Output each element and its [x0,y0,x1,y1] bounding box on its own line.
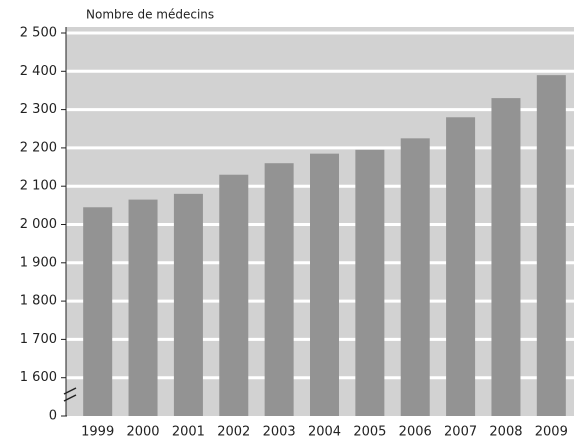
x-tick-label: 2004 [308,425,341,440]
y-tick-label: 1 900 [20,255,57,270]
axis-break [63,387,77,395]
axis-break [63,394,77,402]
y-tick-label: 2 500 [20,26,57,41]
bar [219,174,249,416]
x-tick-label: 1999 [81,425,114,440]
bar [400,138,430,416]
x-tick-label: 2006 [399,425,432,440]
bar [355,149,385,416]
y-axis-label: Nombre de médecins [86,8,214,22]
y-tick-label: 0 [49,409,57,424]
x-tick-label: 2008 [489,425,522,440]
bar [83,207,113,416]
bar [536,75,566,416]
x-tick-label: 2001 [172,425,205,440]
bar [173,193,203,416]
bar [128,199,158,416]
bar [310,153,339,416]
x-tick-label: 2009 [535,425,568,440]
y-tick-label: 2 400 [20,64,57,79]
y-tick-label: 1 600 [20,370,57,385]
bar [491,98,521,417]
y-tick-label: 1 800 [20,294,57,309]
y-tick-label: 2 300 [20,102,57,117]
y-tick-label: 1 700 [20,332,57,347]
x-tick-label: 2003 [263,425,296,440]
bar [446,117,476,416]
y-tick-label: 2 000 [20,217,57,232]
bar [264,163,294,416]
y-tick-label: 2 100 [20,179,57,194]
x-tick-label: 2007 [444,425,477,440]
x-tick-label: 2000 [126,425,159,440]
x-tick-label: 2002 [217,425,250,440]
x-tick-label: 2005 [353,425,386,440]
y-tick-label: 2 200 [20,140,57,155]
